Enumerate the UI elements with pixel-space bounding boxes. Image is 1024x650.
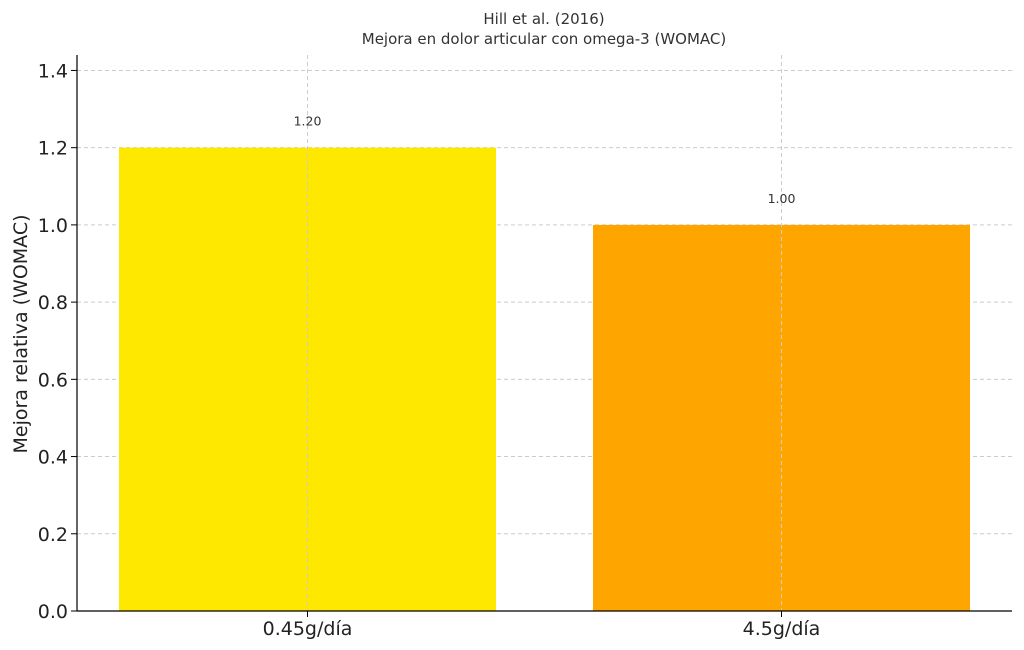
y-tick-label: 0.6 (38, 369, 68, 391)
bar-value-label: 1.00 (768, 191, 796, 206)
axis-layer: 0.0 0.2 0.4 0.6 0.8 1.0 1.2 1.4 0.45g/día 4.5g/dí… (38, 55, 1012, 640)
y-tick-label: 1.4 (38, 60, 68, 82)
y-axis-title: Mejora relativa (WOMAC) (10, 214, 32, 453)
y-tick-label: 1.0 (38, 215, 68, 237)
x-tick-label: 0.45g/día (263, 618, 353, 640)
bar-value-label: 1.20 (294, 114, 322, 129)
y-tick-label: 0.2 (38, 524, 68, 546)
y-tick-label: 1.2 (38, 138, 68, 160)
x-tick-label: 4.5g/día (743, 618, 821, 640)
bar-layer (119, 147, 970, 611)
y-tick-label: 0.4 (38, 447, 68, 469)
y-tick-label: 0.8 (38, 292, 68, 314)
chart-title: Hill et al. (2016) (483, 10, 604, 28)
y-tick-label: 0.0 (38, 601, 68, 623)
label-layer: 1.20 1.00 (294, 55, 796, 611)
chart-subtitle: Mejora en dolor articular con omega-3 (W… (362, 30, 727, 48)
